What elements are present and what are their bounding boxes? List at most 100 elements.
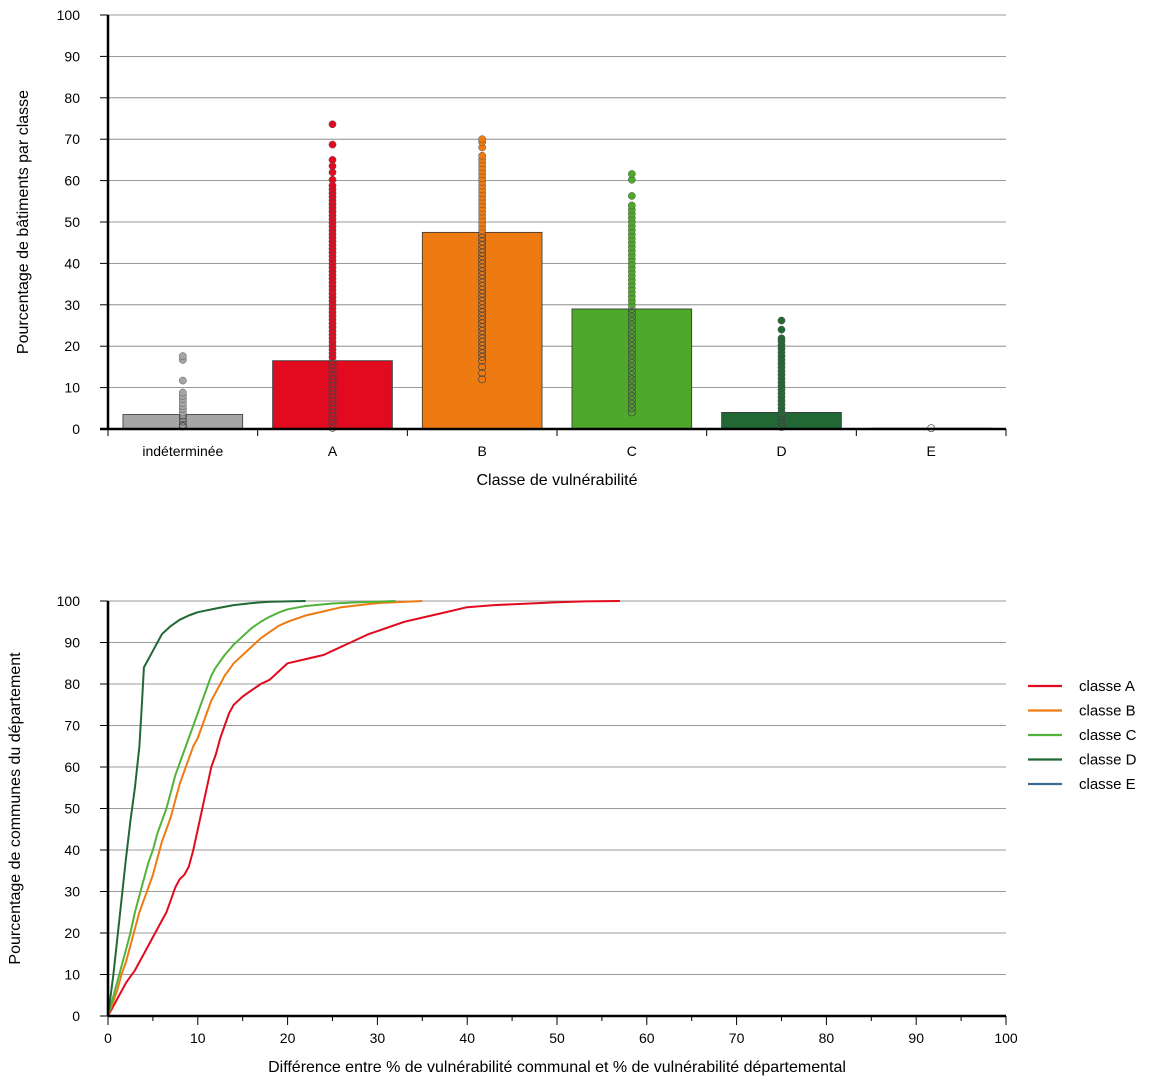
data-point <box>777 325 786 334</box>
data-point <box>478 369 487 378</box>
y-tick-label: 80 <box>64 90 80 106</box>
data-point <box>328 120 337 129</box>
x-tick-label: D <box>776 443 786 459</box>
data-point <box>178 417 187 426</box>
bar-3 <box>571 308 693 430</box>
data-point <box>627 396 636 404</box>
data-point <box>627 404 636 413</box>
data-point <box>627 358 636 367</box>
data-point <box>627 325 636 334</box>
legend-label: classe E <box>1079 776 1136 793</box>
data-point <box>627 371 636 380</box>
y-tick-label: 40 <box>64 842 80 858</box>
y-tick-label: 70 <box>64 131 80 147</box>
data-point <box>627 350 636 359</box>
x-tick-label: 20 <box>280 1030 296 1046</box>
y-tick-label: 100 <box>57 7 81 23</box>
data-point <box>627 338 636 347</box>
y-axis-title: Pourcentage de bâtiments par classe <box>15 90 32 354</box>
data-point <box>627 342 636 351</box>
data-point <box>627 362 636 371</box>
data-point <box>627 321 636 330</box>
x-tick-label: A <box>328 443 338 459</box>
y-tick-label: 0 <box>72 1008 80 1024</box>
data-point <box>627 387 636 396</box>
x-tick-label: 80 <box>819 1030 835 1046</box>
series-line-2 <box>107 600 396 1017</box>
legend-label: classe B <box>1079 703 1136 720</box>
legend-label: classe A <box>1079 678 1135 695</box>
data-point <box>627 192 636 200</box>
data-point <box>478 151 487 160</box>
data-point <box>777 334 786 343</box>
data-point <box>328 140 337 149</box>
legend-label: classe C <box>1079 727 1137 744</box>
series-line-0 <box>107 600 620 1017</box>
x-tick-label: B <box>477 443 486 459</box>
y-tick-label: 40 <box>64 255 80 271</box>
y-tick-label: 30 <box>64 884 80 900</box>
data-point <box>627 346 636 355</box>
x-tick-label: 30 <box>370 1030 386 1046</box>
data-point <box>627 367 636 375</box>
y-tick-label: 80 <box>64 676 80 692</box>
y-tick-label: 90 <box>64 635 80 651</box>
data-point <box>627 400 636 409</box>
y-tick-label: 10 <box>64 967 80 983</box>
y-axis-title: Pourcentage de communes du département <box>7 652 24 965</box>
data-point <box>478 375 487 384</box>
data-point <box>627 375 636 384</box>
x-tick-label: 50 <box>549 1030 565 1046</box>
data-point <box>627 383 636 392</box>
x-axis-title: Classe de vulnérabilité <box>477 472 638 489</box>
bar-1 <box>272 360 393 430</box>
data-point <box>627 329 636 338</box>
data-point <box>328 175 337 184</box>
data-point <box>627 201 636 210</box>
data-point <box>627 391 636 400</box>
y-tick-label: 0 <box>72 421 80 437</box>
x-tick-label: E <box>926 443 935 459</box>
y-tick-label: 20 <box>64 338 80 354</box>
data-point <box>178 388 187 397</box>
data-point <box>627 408 636 417</box>
bar-0 <box>122 414 244 430</box>
data-point <box>178 352 187 360</box>
y-tick-label: 30 <box>64 297 80 313</box>
legend-label: classe D <box>1079 752 1137 769</box>
y-tick-label: 10 <box>64 380 80 396</box>
x-tick-label: 70 <box>729 1030 745 1046</box>
y-tick-label: 60 <box>64 759 80 775</box>
y-tick-label: 20 <box>64 925 80 941</box>
series-line-3 <box>107 600 306 1017</box>
data-point <box>178 376 187 385</box>
y-tick-label: 90 <box>64 48 80 64</box>
data-point <box>627 170 636 178</box>
x-tick-label: 10 <box>190 1030 206 1046</box>
y-tick-label: 50 <box>64 801 80 817</box>
x-tick-label: C <box>627 443 637 459</box>
data-point <box>627 354 636 363</box>
x-tick-label: indéterminée <box>142 443 223 459</box>
x-tick-label: 40 <box>459 1030 475 1046</box>
series-line-1 <box>107 600 423 1017</box>
x-tick-label: 90 <box>908 1030 924 1046</box>
data-point <box>478 233 487 242</box>
bar-2 <box>421 231 543 430</box>
data-point <box>478 135 487 144</box>
data-point <box>478 362 487 371</box>
x-tick-label: 0 <box>104 1030 112 1046</box>
y-tick-label: 100 <box>57 593 81 609</box>
x-axis-title: Différence entre % de vulnérabilité comm… <box>268 1059 846 1076</box>
data-point <box>627 309 636 318</box>
y-tick-label: 70 <box>64 718 80 734</box>
data-point <box>328 156 337 164</box>
data-point <box>627 333 636 342</box>
y-tick-label: 50 <box>64 214 80 230</box>
data-point <box>328 360 337 369</box>
x-tick-label: 60 <box>639 1030 655 1046</box>
data-point <box>627 379 636 388</box>
y-tick-label: 60 <box>64 173 80 189</box>
